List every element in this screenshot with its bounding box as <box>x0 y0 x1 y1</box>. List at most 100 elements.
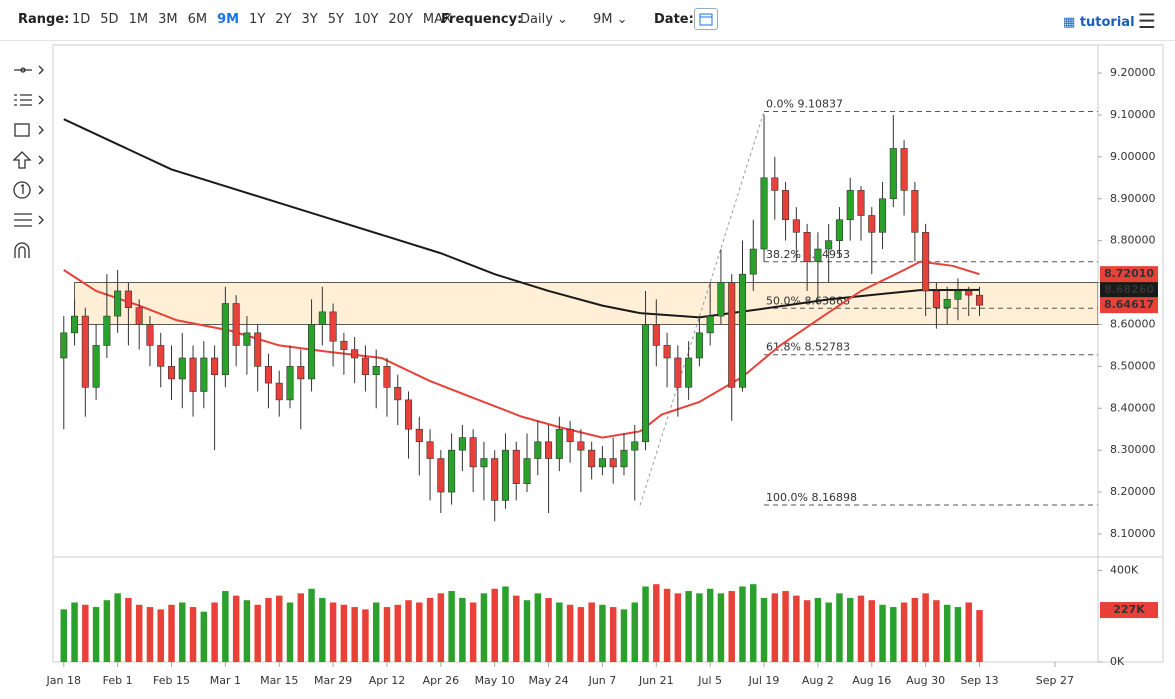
volume-bar <box>739 586 746 662</box>
candle-body <box>631 441 639 451</box>
volume-bar <box>340 604 348 662</box>
fib-trend <box>639 111 765 506</box>
candle-body <box>932 290 940 309</box>
volume-bar <box>534 593 542 662</box>
range-label: Range: <box>18 12 70 27</box>
last-value-label: 8.68260 <box>1104 283 1154 296</box>
tool-fib[interactable] <box>14 213 44 227</box>
volume-bar <box>760 597 768 662</box>
candle-body <box>383 366 391 388</box>
candle-body <box>469 437 477 468</box>
x-tick-label: Sep 13 <box>960 674 998 687</box>
volume-bar <box>308 588 315 662</box>
range-button[interactable]: 20Y <box>388 12 413 27</box>
volume-bar <box>394 604 401 662</box>
range-button[interactable]: 2Y <box>275 12 292 27</box>
candle-body <box>889 148 897 200</box>
y-tick-label: 8.60000 <box>1110 317 1156 330</box>
tutorial-link[interactable]: ▦ tutorial <box>1063 15 1135 30</box>
volume-bar <box>976 610 983 662</box>
candle-body <box>200 357 208 392</box>
tool-count[interactable] <box>13 181 44 199</box>
volume-bar <box>82 604 89 662</box>
tool-arrow[interactable] <box>12 151 44 169</box>
range-button[interactable]: MAX <box>422 12 452 27</box>
volume-tick-label: 400K <box>1110 563 1139 576</box>
y-tick-label: 9.10000 <box>1110 108 1156 121</box>
x-tick-label: Apr 26 <box>423 674 460 687</box>
candle-body <box>825 240 833 250</box>
x-tick-label: May 10 <box>475 674 515 687</box>
candle-body <box>965 290 973 296</box>
volume-bar <box>836 593 843 662</box>
volume-bar <box>265 597 272 662</box>
candle-body <box>297 366 305 380</box>
range-button[interactable]: 10Y <box>353 12 379 27</box>
candle-body <box>372 366 380 376</box>
volume-bar <box>319 597 326 662</box>
tutorial-text: tutorial <box>1079 15 1135 30</box>
fib-label: 100.0% 8.16898 <box>766 491 857 504</box>
range-button[interactable]: 5D <box>100 12 119 27</box>
candle-body <box>695 332 703 359</box>
x-tick-label: Jul 5 <box>697 674 722 687</box>
candle-body <box>124 290 132 309</box>
volume-bar <box>351 607 358 662</box>
frequency-dropdown[interactable]: Daily ⌄ <box>520 12 568 27</box>
volume-bar <box>954 607 962 662</box>
volume-bar <box>416 602 423 662</box>
candle-body <box>146 324 154 346</box>
volume-bar <box>200 611 208 662</box>
range-button[interactable]: 1Y <box>249 12 266 27</box>
volume-bar <box>663 588 671 662</box>
range-button[interactable]: 3Y <box>301 12 318 27</box>
volume-bar <box>243 600 251 662</box>
volume-bar <box>276 595 283 662</box>
candle-body <box>254 332 262 367</box>
range-button[interactable]: 6M <box>187 12 208 27</box>
candle-body <box>943 299 951 309</box>
last-value-tag <box>1100 266 1158 283</box>
x-tick-label: Sep 27 <box>1036 674 1074 687</box>
volume-bar <box>60 609 68 662</box>
volume-bar <box>620 609 628 662</box>
candle-body <box>663 345 671 359</box>
candle-body <box>792 219 800 233</box>
candle-body <box>879 198 887 233</box>
last-value-label: 8.64617 <box>1104 298 1154 311</box>
tool-shape[interactable] <box>14 123 44 137</box>
candle-body <box>232 303 240 346</box>
volume-bar <box>372 602 380 662</box>
candle-body <box>954 290 962 300</box>
tool-line[interactable] <box>14 65 44 75</box>
volume-bar <box>491 588 498 662</box>
range-button[interactable]: 5Y <box>327 12 344 27</box>
volume-bar <box>717 593 725 662</box>
candle-body <box>491 458 499 501</box>
candle-body <box>264 366 272 384</box>
candle-body <box>674 357 682 388</box>
tool-text[interactable] <box>14 94 44 106</box>
volume-bar <box>513 595 520 662</box>
candle-body <box>448 449 456 493</box>
range-button[interactable]: 1M <box>128 12 149 27</box>
range-button[interactable]: 3M <box>158 12 178 27</box>
x-tick-label: Mar 29 <box>314 674 352 687</box>
volume-bar <box>922 593 929 662</box>
candle-body <box>167 366 176 380</box>
volume-bar <box>943 604 951 662</box>
period-dropdown[interactable]: 9M ⌄ <box>593 12 628 27</box>
date-picker[interactable] <box>694 8 718 30</box>
volume-bar <box>92 607 100 662</box>
menu-button[interactable]: ☰ <box>1138 9 1156 33</box>
candle-body <box>114 290 122 317</box>
candle-body <box>135 307 143 325</box>
range-button[interactable]: 9M <box>217 12 240 27</box>
frequency-label: Frequency: <box>441 12 523 27</box>
range-button[interactable]: 1D <box>72 12 91 27</box>
tool-magnet[interactable] <box>14 242 30 258</box>
candle-body <box>857 190 865 216</box>
candle-body <box>814 248 822 262</box>
volume-bar <box>653 584 660 662</box>
candle-body <box>706 315 714 334</box>
